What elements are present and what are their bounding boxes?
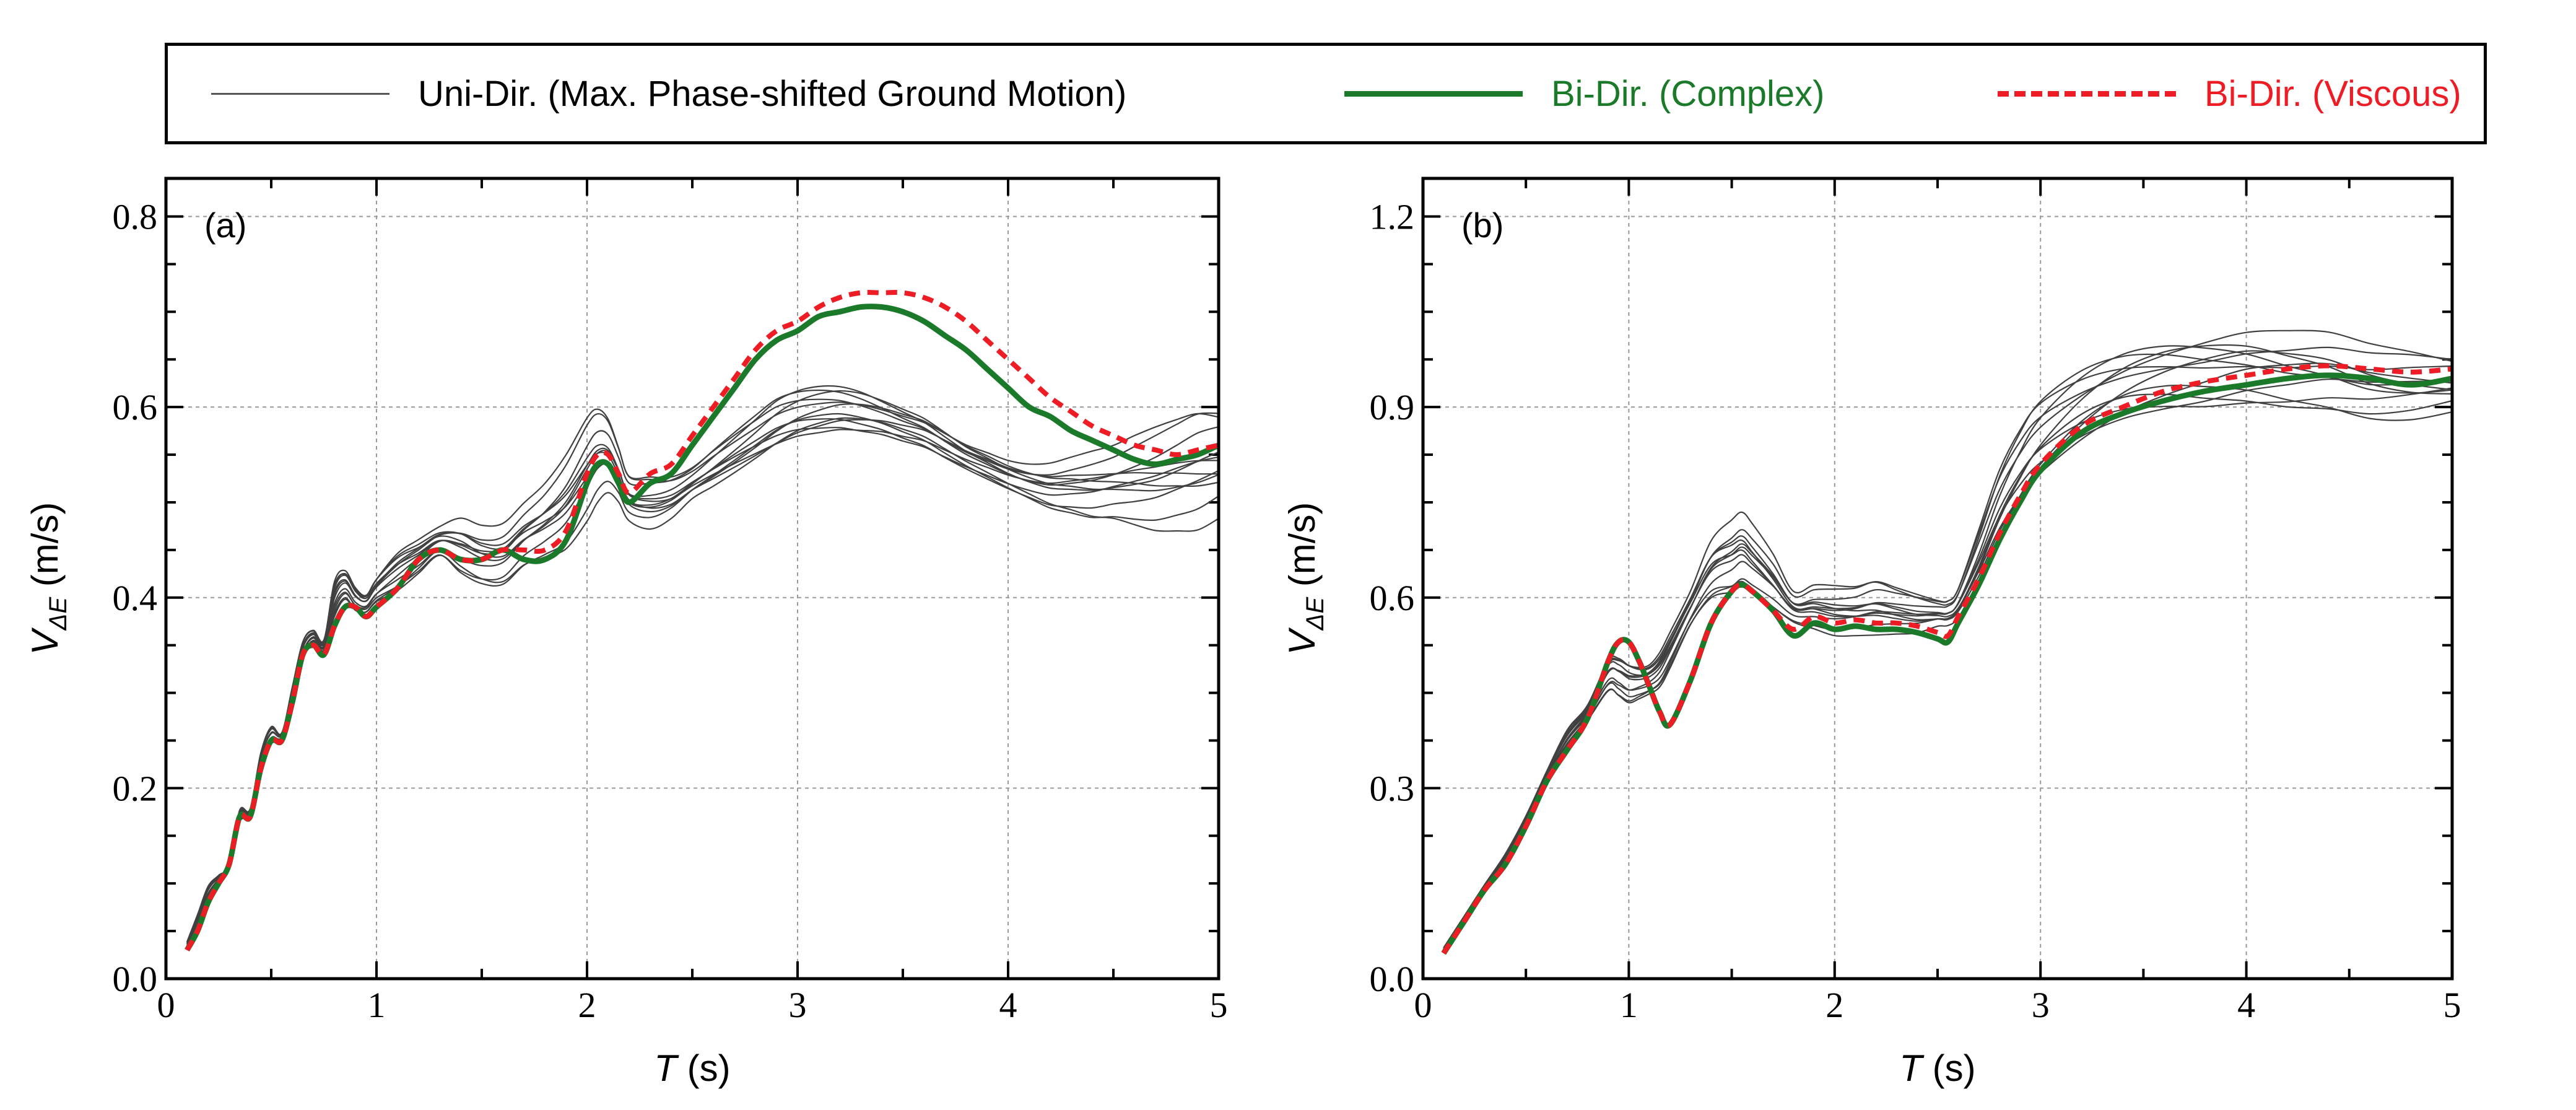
y-tick-label: 0.4	[113, 578, 158, 618]
uni-dir-line	[186, 385, 1219, 943]
uni-dir-line	[186, 413, 1219, 946]
chart-panel-b: 0 1 2 3 4 5 0.0 0.3 0.6 0.9 1.2 (b) T (s) VΔE (m/s)	[1288, 177, 2461, 1089]
uni-dir-line	[186, 389, 1219, 942]
uni-dir-line	[1443, 345, 2453, 950]
uni-dir-line	[1443, 362, 2453, 952]
legend-item-uni-dir: Uni-Dir. (Max. Phase-shifted Ground Moti…	[211, 46, 1126, 141]
x-tick-label: 0	[1414, 985, 1432, 1025]
uni-dir-line	[1443, 393, 2453, 951]
uni-dir-line	[186, 417, 1219, 948]
legend-label-bi-dir-complex: Bi-Dir. (Complex)	[1551, 73, 1825, 114]
uni-dir-line	[1443, 365, 2453, 948]
chart-panel-a: 0 1 2 3 4 5 0.0 0.2 0.4 0.6 0.8 (a) T (s) VΔE (m/s)	[24, 177, 1228, 1089]
uni-dir-line	[186, 427, 1219, 947]
uni-dir-line	[1443, 378, 2453, 951]
uni-dir-line	[1443, 387, 2453, 951]
y-tick-label: 0.9	[1370, 387, 1415, 427]
x-axis-label: T (s)	[654, 1047, 730, 1089]
x-tick-label: 3	[2032, 985, 2050, 1025]
legend-label-uni-dir: Uni-Dir. (Max. Phase-shifted Ground Moti…	[418, 73, 1127, 114]
y-tick-label: 0.3	[1370, 768, 1415, 808]
uni-dir-line	[186, 398, 1219, 943]
panel-label-b: (b)	[1461, 206, 1503, 245]
legend-label-bi-dir-viscous: Bi-Dir. (Viscous)	[2204, 73, 2461, 114]
panel-label-a: (a)	[204, 206, 246, 245]
y-tick-label: 0.0	[113, 959, 158, 999]
legend-swatch-bi-dir-viscous	[1998, 90, 2176, 97]
x-tick-label: 4	[2237, 985, 2255, 1025]
x-tick-label: 3	[789, 985, 807, 1025]
x-tick-label: 4	[999, 985, 1017, 1025]
y-tick-label: 1.2	[1370, 197, 1415, 237]
y-tick-label: 0.0	[1370, 959, 1415, 999]
x-tick-label: 5	[1210, 985, 1228, 1025]
bi-dir-viscous-line	[1441, 363, 2453, 955]
x-tick-label: 5	[2443, 985, 2461, 1025]
x-tick-label: 2	[1825, 985, 1843, 1025]
uni-dir-line	[1443, 353, 2453, 949]
uni-dir-line	[1443, 385, 2453, 953]
x-tick-label: 2	[578, 985, 596, 1025]
uni-dir-line	[186, 390, 1219, 945]
legend-item-bi-dir-complex: Bi-Dir. (Complex)	[1344, 46, 1825, 141]
bi-dir-viscous-line	[185, 290, 1219, 951]
x-axis-label: T (s)	[1899, 1047, 1975, 1089]
bi-dir-complex-line	[1441, 372, 2453, 955]
plot-frame	[1421, 177, 2454, 981]
uni-dir-line	[186, 418, 1219, 946]
y-axis-label: VΔE (m/s)	[24, 502, 72, 655]
legend-swatch-bi-dir-complex	[1344, 90, 1523, 97]
legend: Uni-Dir. (Max. Phase-shifted Ground Moti…	[165, 43, 2487, 144]
x-tick-label: 0	[157, 985, 175, 1025]
x-tick-label: 1	[368, 985, 386, 1025]
uni-dir-ensemble	[186, 385, 1219, 948]
uni-dir-line	[186, 419, 1219, 948]
legend-swatch-uni-dir	[211, 92, 389, 95]
y-tick-label: 0.6	[113, 387, 158, 427]
bi-dir-complex-line	[185, 304, 1220, 952]
uni-dir-line	[1443, 350, 2453, 952]
uni-dir-line	[1443, 346, 2453, 949]
y-tick-label: 0.2	[113, 768, 158, 808]
y-axis-label: VΔE (m/s)	[1288, 502, 1329, 655]
legend-item-bi-dir-viscous: Bi-Dir. (Viscous)	[1998, 46, 2461, 141]
uni-dir-line	[1443, 344, 2453, 951]
y-tick-label: 0.6	[1370, 578, 1415, 618]
plot-frame	[164, 177, 1221, 981]
y-tick-label: 0.8	[113, 197, 158, 237]
x-tick-label: 1	[1620, 985, 1638, 1025]
